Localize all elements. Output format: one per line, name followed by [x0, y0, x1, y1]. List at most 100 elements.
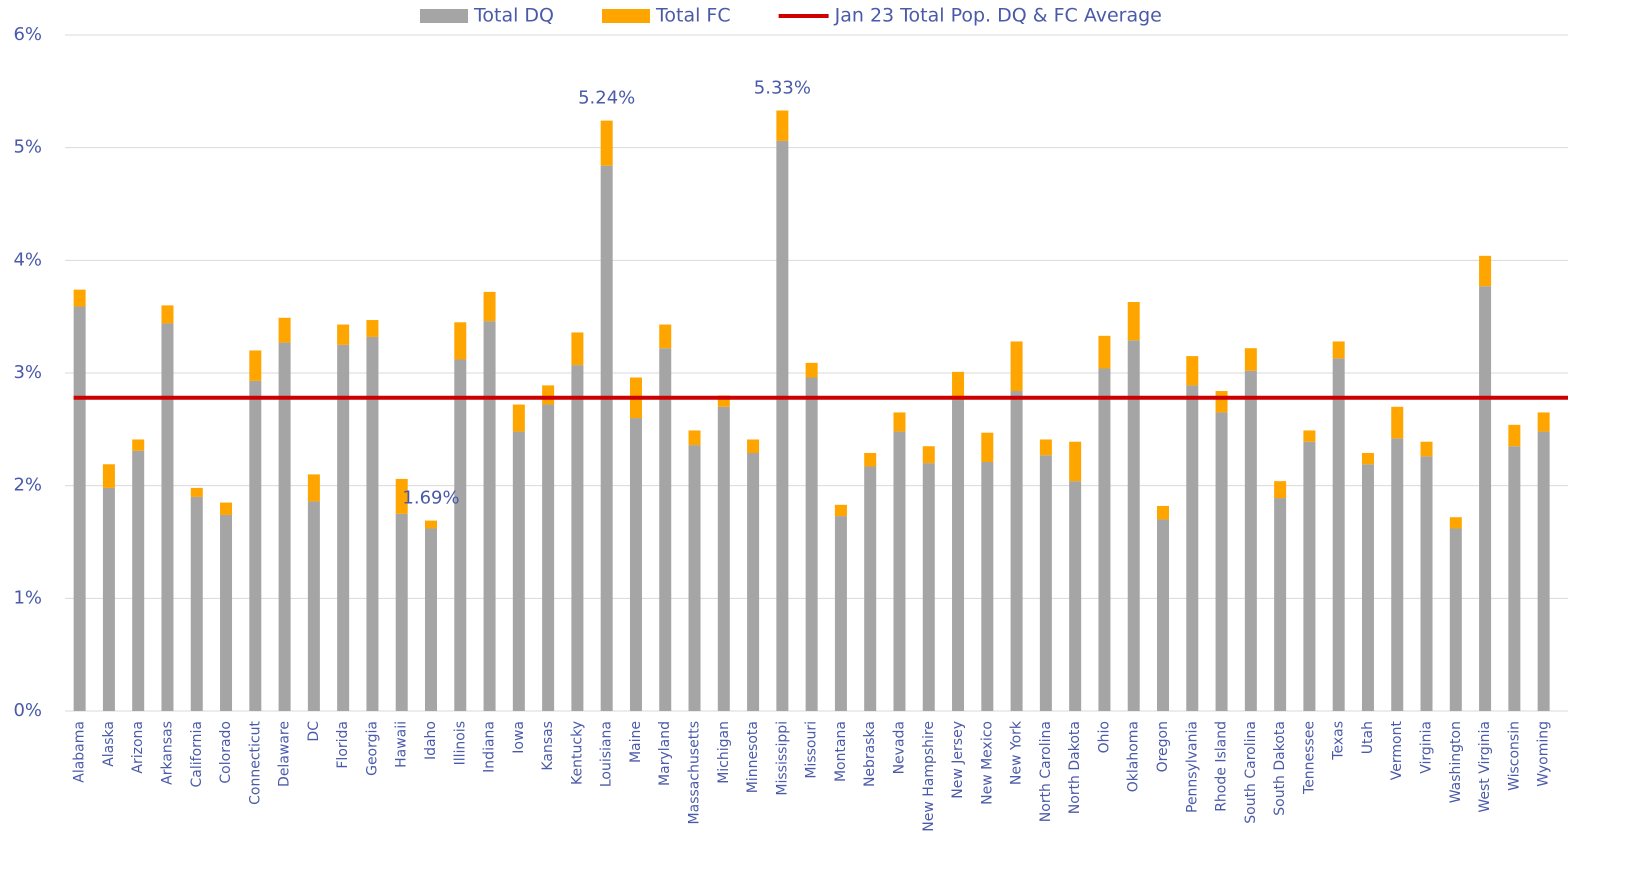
x-tick-label: North Dakota: [1067, 721, 1083, 814]
y-tick-label: 3%: [13, 362, 42, 383]
x-tick-label: Delaware: [277, 721, 293, 787]
bar-segment: [1186, 356, 1199, 386]
bar-segment: [161, 305, 174, 324]
x-tick-label: Virginia: [1419, 721, 1435, 774]
bar-segment: [395, 478, 408, 514]
bar-segment: [981, 432, 994, 463]
bar-segment: [1127, 340, 1140, 711]
data-label: 5.24%: [578, 88, 635, 109]
bar-segment: [571, 365, 584, 711]
bar-segment: [73, 289, 86, 307]
legend-label: Total FC: [655, 5, 731, 27]
bar-segment: [834, 504, 847, 517]
data-label: 1.69%: [402, 488, 459, 509]
x-tick-label: Texas: [1331, 721, 1347, 761]
bar-segment: [952, 371, 965, 401]
data-label: 5.33%: [754, 77, 811, 98]
legend-label: Total DQ: [473, 5, 554, 27]
x-tick-label: Idaho: [423, 721, 439, 760]
x-tick-label: Kansas: [540, 721, 556, 771]
bar-segment: [717, 406, 730, 711]
bar-segment: [161, 323, 174, 711]
x-tick-label: New York: [1009, 720, 1025, 785]
x-tick-label: Iowa: [511, 721, 527, 754]
bar-segment: [102, 487, 115, 711]
bar-segment: [542, 404, 555, 711]
bar-segment: [1186, 385, 1199, 711]
bar-segment: [278, 342, 291, 711]
bar-segment: [1098, 335, 1111, 369]
bar-segment: [220, 514, 233, 711]
bar-segment: [893, 412, 906, 432]
bar-segment: [395, 513, 408, 711]
bar-segment: [1039, 455, 1052, 711]
bar-segment: [1069, 481, 1082, 711]
x-tick-label: Indiana: [482, 721, 498, 773]
x-tick-label: Arizona: [130, 721, 146, 774]
bar-segment: [425, 528, 437, 711]
bar-segment: [1332, 358, 1345, 711]
bar-segment: [893, 431, 906, 711]
bar-segment: [307, 501, 320, 711]
x-tick-label: Colorado: [218, 721, 234, 784]
bar-segment: [483, 321, 496, 711]
x-tick-label: Alabama: [72, 721, 88, 783]
legend-label: Jan 23 Total Pop. DQ & FC Average: [834, 5, 1162, 27]
y-tick-label: 1%: [13, 587, 42, 608]
x-tick-label: California: [189, 721, 205, 787]
bar-segment: [220, 502, 233, 515]
x-tick-label: Georgia: [364, 721, 380, 776]
bar-segment: [1537, 412, 1550, 432]
bar-segment: [981, 462, 994, 711]
x-tick-label: Pennsylvania: [1184, 721, 1200, 813]
y-tick-label: 4%: [13, 249, 42, 270]
bar-segment: [1420, 441, 1433, 457]
x-tick-label: Arkansas: [159, 721, 175, 785]
bar-segment: [1010, 341, 1023, 392]
bar-segment: [1303, 441, 1316, 711]
x-tick-label: Connecticut: [247, 720, 263, 804]
x-tick-label: Oregon: [1155, 721, 1171, 772]
bar-segment: [307, 474, 320, 502]
x-tick-label: Louisiana: [599, 721, 615, 787]
bar-segment: [659, 324, 672, 349]
x-tick-label: Nevada: [891, 721, 907, 774]
bar-segment: [600, 165, 613, 711]
bar-segment: [805, 377, 818, 711]
bar-segment: [132, 450, 145, 711]
bar-segment: [688, 430, 701, 446]
x-tick-label: Oklahoma: [1126, 721, 1142, 792]
bar-segment: [1244, 348, 1257, 371]
bar-segment: [1361, 452, 1374, 465]
bar-segment: [1157, 505, 1169, 520]
bar-segment: [776, 140, 789, 711]
bar-segment: [864, 452, 877, 467]
x-tick-label: Kentucky: [569, 721, 585, 785]
bar-segment: [1069, 441, 1082, 482]
y-tick-label: 5%: [13, 137, 42, 158]
x-tick-label: Maine: [628, 721, 644, 763]
x-tick-label: Massachusetts: [687, 721, 703, 824]
x-tick-label: Alaska: [101, 721, 117, 767]
bar-segment: [425, 520, 437, 529]
x-tick-label: Wisconsin: [1506, 721, 1522, 791]
bar-segment: [1361, 464, 1374, 711]
bar-segment: [190, 487, 203, 497]
x-tick-label: New Jersey: [950, 721, 966, 799]
bar-segment: [717, 395, 730, 407]
x-tick-label: Florida: [335, 721, 351, 769]
bar-segment: [337, 344, 350, 711]
bar-segment: [1479, 286, 1492, 711]
bar-segment: [1508, 424, 1521, 447]
bar-segment: [834, 516, 847, 711]
bar-segment: [629, 418, 642, 711]
x-tick-label: West Virginia: [1477, 721, 1493, 813]
bar-segment: [688, 445, 701, 711]
bar-segment: [190, 496, 203, 711]
legend-swatch: [420, 9, 468, 23]
bar-segment: [571, 332, 584, 366]
y-tick-label: 2%: [13, 475, 42, 496]
bar-segment: [864, 466, 877, 711]
bar-segment: [747, 439, 760, 453]
bar-segment: [512, 404, 525, 432]
